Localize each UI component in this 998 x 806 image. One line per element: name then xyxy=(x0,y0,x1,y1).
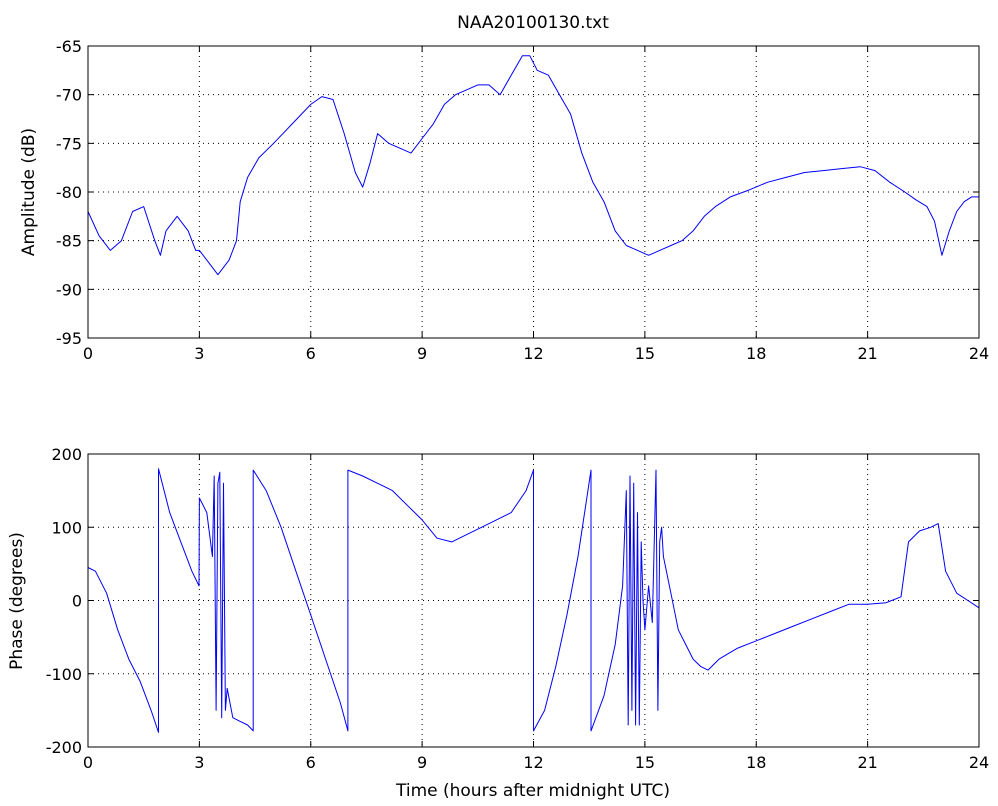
phase-x-tick-label: 12 xyxy=(523,753,543,772)
amplitude-x-tick-label: 9 xyxy=(417,344,427,363)
phase-y-tick-label: -100 xyxy=(46,665,82,684)
amplitude-grid xyxy=(88,46,979,338)
amplitude-x-tick-label: 12 xyxy=(523,344,543,363)
phase-y-tick-label: 200 xyxy=(51,445,82,464)
phase-x-tick-label: 21 xyxy=(857,753,877,772)
phase-series-line xyxy=(87,468,980,733)
amplitude-ticks: 0 3 6 9 12 15 18 21 24 -95 -90 -85 -80 -75 -70 -65 xyxy=(56,37,989,363)
amplitude-x-tick-label: 3 xyxy=(194,344,204,363)
amplitude-y-tick-label: -65 xyxy=(56,37,82,56)
phase-x-tick-label: 9 xyxy=(417,753,427,772)
amplitude-x-tick-label: 0 xyxy=(83,344,93,363)
amplitude-x-tick-label: 6 xyxy=(306,344,316,363)
figure-title: NAA20100130.txt xyxy=(457,13,609,33)
amplitude-x-tick-label: 21 xyxy=(857,344,877,363)
amplitude-x-tick-label: 18 xyxy=(746,344,766,363)
phase-y-axis-label: Phase (degrees) xyxy=(7,532,27,670)
phase-y-tick-label: -200 xyxy=(46,738,82,757)
amplitude-y-tick-label: -85 xyxy=(56,232,82,251)
amplitude-y-tick-label: -95 xyxy=(56,329,82,348)
phase-x-tick-label: 18 xyxy=(746,753,766,772)
phase-x-axis-label: Time (hours after midnight UTC) xyxy=(395,781,670,801)
phase-panel: 0 3 6 9 12 15 18 21 24 -200 -100 0 100 200 Phase (deg… xyxy=(7,445,989,801)
phase-x-tick-label: 3 xyxy=(194,753,204,772)
phase-y-tick-label: 100 xyxy=(51,518,82,537)
phase-x-tick-label: 0 xyxy=(83,753,93,772)
phase-y-tick-label: 0 xyxy=(72,592,82,611)
amplitude-series-layer xyxy=(87,55,979,276)
phase-ticks: 0 3 6 9 12 15 18 21 24 -200 -100 0 100 200 xyxy=(46,445,989,772)
amplitude-y-tick-label: -80 xyxy=(56,183,82,202)
amplitude-series-line xyxy=(87,55,979,276)
amplitude-x-tick-label: 24 xyxy=(969,344,989,363)
phase-x-tick-label: 15 xyxy=(635,753,655,772)
phase-x-tick-label: 6 xyxy=(306,753,316,772)
amplitude-y-axis-label: Amplitude (dB) xyxy=(19,128,39,256)
phase-x-tick-label: 24 xyxy=(969,753,989,772)
amplitude-x-tick-label: 15 xyxy=(635,344,655,363)
amplitude-y-tick-label: -90 xyxy=(56,280,82,299)
amplitude-y-tick-label: -70 xyxy=(56,86,82,105)
amplitude-y-tick-label: -75 xyxy=(56,134,82,153)
phase-series-layer xyxy=(87,468,980,733)
amplitude-panel: 0 3 6 9 12 15 18 21 24 -95 -90 -85 -80 -75 -70 -65 Ampl… xyxy=(19,37,989,363)
